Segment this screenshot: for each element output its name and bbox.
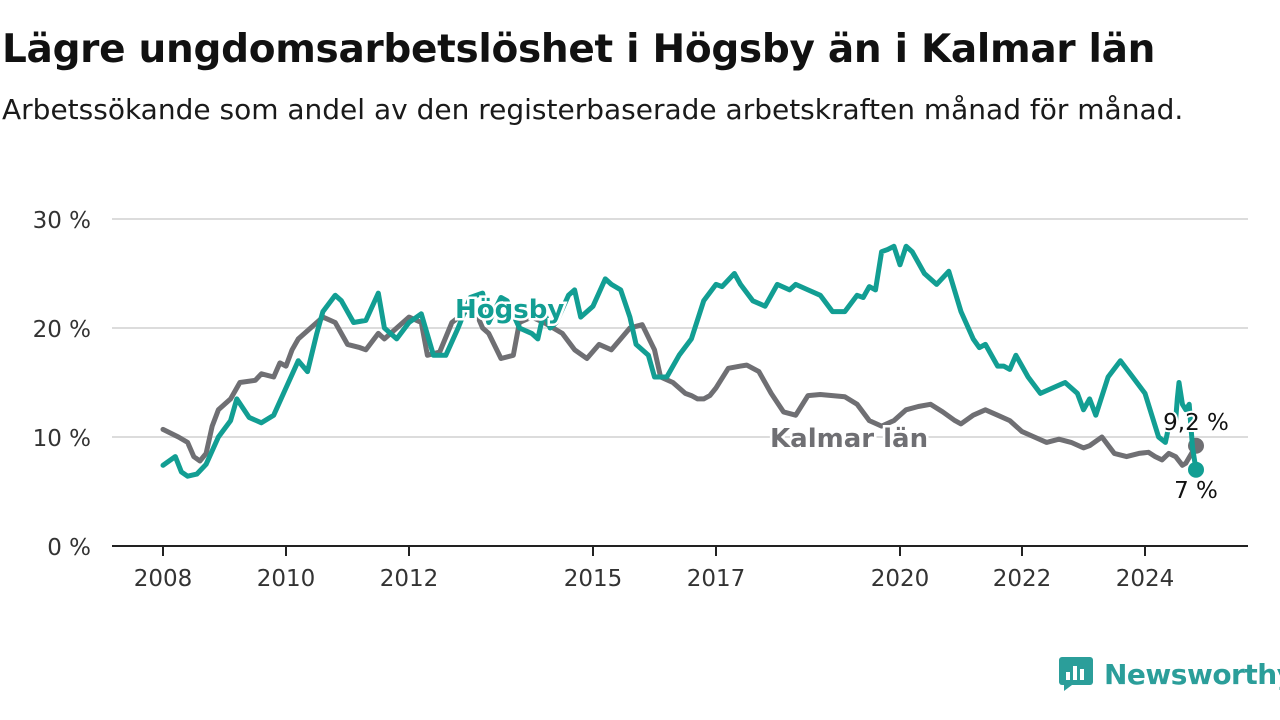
x-tick-label: 2017 bbox=[687, 566, 746, 592]
end-point-högsby bbox=[1188, 461, 1204, 478]
x-tick-label: 2015 bbox=[564, 566, 623, 592]
y-tick-label: 10 % bbox=[33, 426, 91, 452]
y-tick-label: 0 % bbox=[47, 535, 91, 561]
y-tick-label: 20 % bbox=[33, 317, 91, 343]
y-tick-label: 30 % bbox=[33, 208, 91, 234]
x-tick-label: 2008 bbox=[134, 566, 193, 592]
series-line-kalmar-län bbox=[160, 305, 1199, 468]
newsworthy-chart-logo-icon bbox=[1059, 657, 1093, 691]
x-tick-label: 2012 bbox=[380, 566, 439, 592]
brand-name: Newsworthy bbox=[1104, 657, 1280, 691]
end-value-label: 7 % bbox=[1174, 478, 1218, 504]
chart-subtitle: Arbetssökande som andel av den registerb… bbox=[2, 93, 1184, 126]
newsworthy-brand: Newsworthy bbox=[1058, 654, 1280, 694]
x-tick-label: 2022 bbox=[993, 566, 1052, 592]
series-label: Högsby bbox=[455, 295, 564, 325]
series-label: Kalmar län bbox=[770, 424, 928, 454]
series-line-högsby bbox=[160, 243, 1199, 479]
x-tick-label: 2024 bbox=[1116, 566, 1175, 592]
x-tick-label: 2020 bbox=[871, 566, 930, 592]
chart-title: Lägre ungdomsarbetslöshet i Högsby än i … bbox=[2, 27, 1156, 72]
x-tick-label: 2010 bbox=[257, 566, 316, 592]
end-value-label: 9,2 % bbox=[1163, 410, 1229, 436]
